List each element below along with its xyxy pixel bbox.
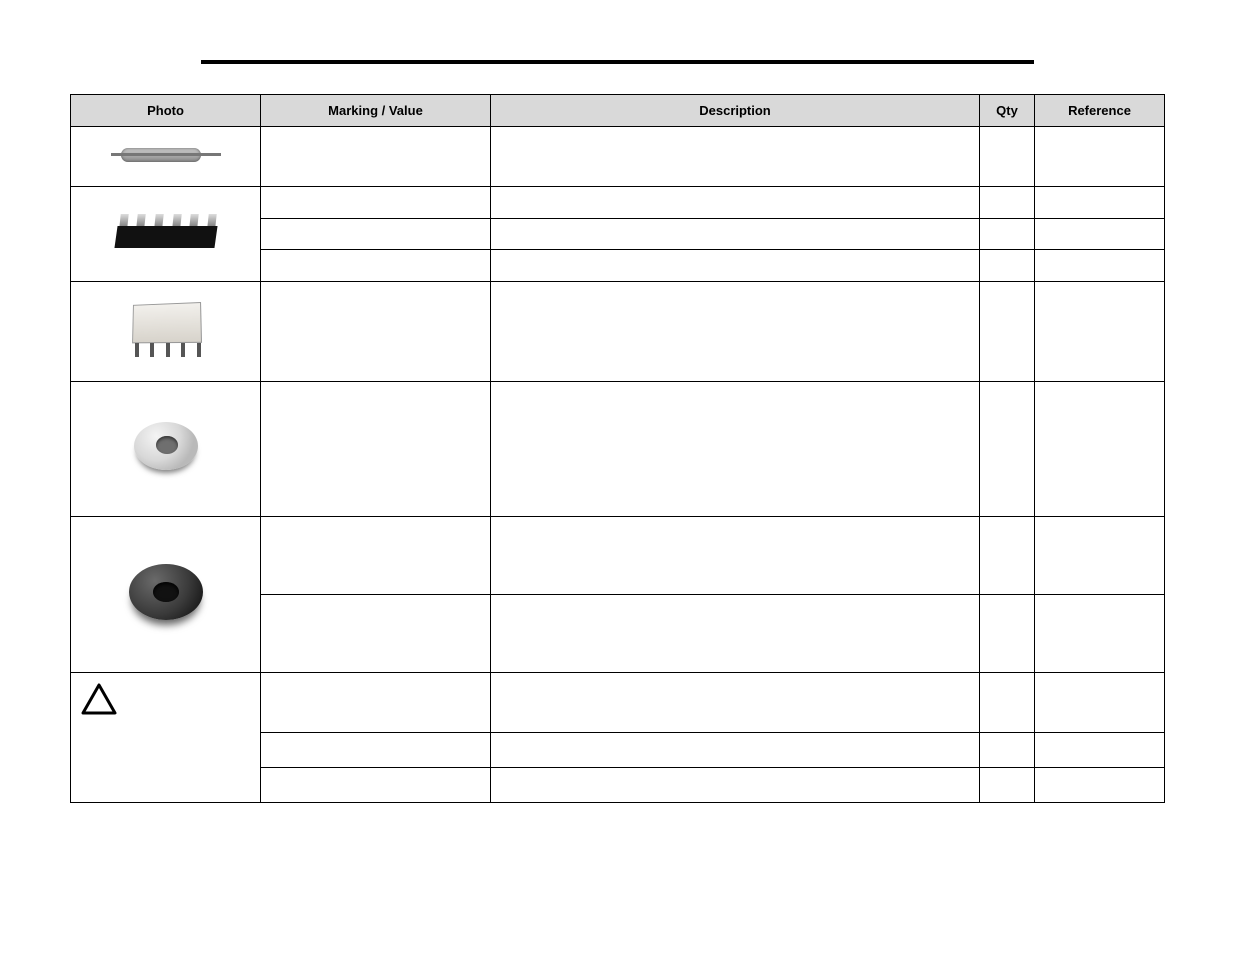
cell-qty <box>980 187 1035 219</box>
cell-marking <box>261 187 491 219</box>
crystal-icon <box>111 140 221 170</box>
photo-cell-header-socket <box>71 187 261 282</box>
parts-table: Photo Marking / Value Description Qty Re… <box>70 94 1165 803</box>
cell-marking <box>261 768 491 803</box>
photo-cell-toroid-dark <box>71 517 261 673</box>
cell-marking <box>261 282 491 382</box>
cell-marking <box>261 250 491 282</box>
cell-marking <box>261 733 491 768</box>
photo-cell-toroid-white <box>71 382 261 517</box>
cell-description <box>491 187 980 219</box>
cell-description <box>491 250 980 282</box>
cell-ref <box>1035 733 1165 768</box>
cell-description <box>491 282 980 382</box>
cell-ref <box>1035 768 1165 803</box>
col-qty: Qty <box>980 95 1035 127</box>
cell-marking <box>261 595 491 673</box>
cell-description <box>491 517 980 595</box>
cell-qty <box>980 733 1035 768</box>
cell-description <box>491 218 980 250</box>
header-socket-icon <box>106 208 226 258</box>
cell-qty <box>980 517 1035 595</box>
cell-qty <box>980 382 1035 517</box>
cell-qty <box>980 673 1035 733</box>
cell-qty <box>980 595 1035 673</box>
cell-qty <box>980 127 1035 187</box>
cell-description <box>491 673 980 733</box>
cell-marking <box>261 673 491 733</box>
table-row <box>71 187 1165 219</box>
photo-cell-relay <box>71 282 261 382</box>
cell-ref <box>1035 382 1165 517</box>
triangle-icon <box>81 683 117 718</box>
cell-qty <box>980 218 1035 250</box>
cell-qty <box>980 768 1035 803</box>
cell-description <box>491 127 980 187</box>
cell-ref <box>1035 250 1165 282</box>
table-row <box>71 127 1165 187</box>
cell-description <box>491 595 980 673</box>
col-ref: Reference <box>1035 95 1165 127</box>
cell-qty <box>980 282 1035 382</box>
title-divider <box>201 60 1033 64</box>
table-row <box>71 282 1165 382</box>
cell-ref <box>1035 218 1165 250</box>
photo-cell-note <box>71 673 261 803</box>
cell-marking <box>261 127 491 187</box>
cell-qty <box>980 250 1035 282</box>
cell-description <box>491 382 980 517</box>
table-row <box>71 382 1165 517</box>
table-row <box>71 673 1165 733</box>
photo-cell-crystal <box>71 127 261 187</box>
cell-ref <box>1035 595 1165 673</box>
cell-ref <box>1035 187 1165 219</box>
table-row <box>71 517 1165 595</box>
cell-ref <box>1035 127 1165 187</box>
cell-marking <box>261 218 491 250</box>
cell-description <box>491 768 980 803</box>
cell-description <box>491 733 980 768</box>
cell-ref <box>1035 517 1165 595</box>
toroid-white-icon <box>126 418 206 478</box>
cell-marking <box>261 517 491 595</box>
col-description: Description <box>491 95 980 127</box>
col-marking: Marking / Value <box>261 95 491 127</box>
toroid-dark-icon <box>121 558 211 628</box>
relay-icon <box>111 295 221 365</box>
col-photo: Photo <box>71 95 261 127</box>
cell-ref <box>1035 282 1165 382</box>
cell-ref <box>1035 673 1165 733</box>
cell-marking <box>261 382 491 517</box>
table-header-row: Photo Marking / Value Description Qty Re… <box>71 95 1165 127</box>
